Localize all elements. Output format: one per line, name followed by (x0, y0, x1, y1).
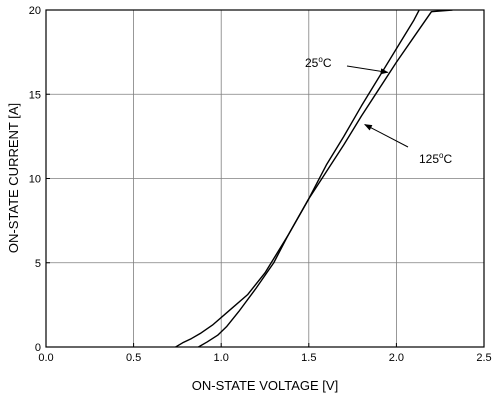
x-axis-label: ON-STATE VOLTAGE [V] (192, 378, 338, 393)
y-tick-label: 20 (29, 5, 41, 17)
series-lines (175, 10, 453, 347)
x-tick-label: 0.0 (38, 352, 53, 364)
annotation-arrow (346, 65, 389, 75)
y-axis-label: ON-STATE CURRENT [A] (6, 103, 21, 253)
x-tick-label: 2.0 (389, 352, 404, 364)
y-tick-label: 10 (29, 174, 41, 186)
annotation-label: 25oC (305, 55, 332, 70)
y-tick-label: 15 (29, 89, 41, 101)
annotation-label: 125oC (419, 151, 452, 166)
x-tick-label: 1.0 (214, 352, 229, 364)
x-tick-label: 1.5 (301, 352, 316, 364)
x-tick-label: 2.5 (476, 352, 491, 364)
grid (46, 10, 484, 347)
x-tick-label: 0.5 (126, 352, 141, 364)
annotation-arrow (363, 124, 409, 148)
series-line-125c (198, 10, 453, 347)
y-tick-label: 0 (35, 342, 41, 354)
annotations: 25oC 125oC (305, 55, 452, 166)
y-tick-label: 5 (35, 258, 41, 270)
ticks: 0.0 0.5 1.0 1.5 2.0 2.5 0 5 10 15 20 (29, 5, 492, 364)
